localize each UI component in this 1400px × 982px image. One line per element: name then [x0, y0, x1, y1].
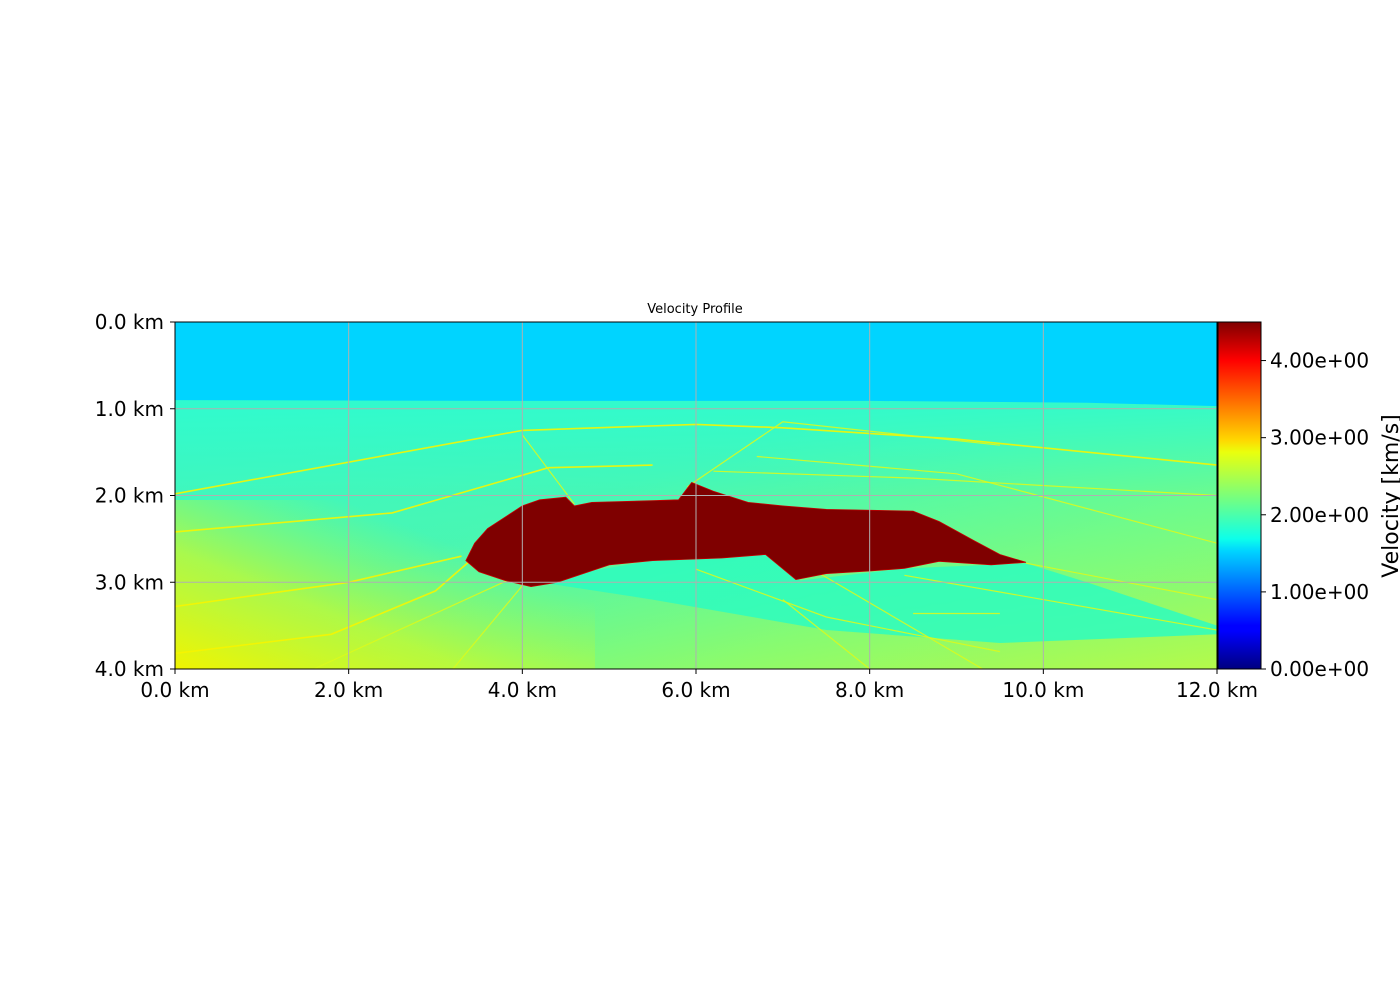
x-tick-label: 12.0 km — [1176, 678, 1258, 702]
fault-line — [1025, 562, 1217, 601]
x-axis: 0.0 km 2.0 km 4.0 km 6.0 km 8.0 km 10.0 km 12.… — [140, 669, 1258, 702]
fault-line — [713, 470, 1217, 497]
plot-area — [175, 322, 1217, 669]
colorbar: 0.00e+00 1.00e+00 2.00e+00 3.00e+00 4.00e+00… — [1217, 321, 1400, 681]
colorbar-ticks: 0.00e+00 1.00e+00 2.00e+00 3.00e+00 4.00e+00 — [1261, 349, 1369, 681]
fault-line — [175, 559, 471, 655]
slow-wedge — [539, 554, 1217, 643]
colorbar-tick-label: 4.00e+00 — [1270, 349, 1369, 373]
chart-title: Velocity Profile — [647, 302, 743, 317]
x-tick-label: 2.0 km — [314, 678, 383, 702]
y-tick-label: 3.0 km — [95, 570, 164, 594]
x-tick-label: 10.0 km — [1002, 678, 1084, 702]
fault-line — [782, 599, 871, 669]
fault-line — [452, 574, 532, 669]
fault-line — [521, 434, 575, 505]
fault-line — [695, 568, 1001, 653]
y-axis: 0.0 km 1.0 km 2.0 km 3.0 km 4.0 km — [95, 310, 175, 681]
x-tick-label: 6.0 km — [661, 678, 730, 702]
x-tick-label: 0.0 km — [140, 678, 209, 702]
y-tick-label: 0.0 km — [95, 310, 164, 334]
colorbar-tick-label: 0.00e+00 — [1270, 657, 1369, 681]
fault-line — [175, 423, 1217, 495]
fault-line — [904, 574, 1217, 631]
fault-line — [756, 455, 1217, 544]
colorbar-tick-label: 3.00e+00 — [1270, 426, 1369, 450]
grid — [175, 322, 1217, 669]
y-tick-label: 4.0 km — [95, 657, 164, 681]
colorbar-tick-label: 1.00e+00 — [1270, 580, 1369, 604]
y-tick-label: 2.0 km — [95, 484, 164, 508]
x-tick-label: 4.0 km — [488, 678, 557, 702]
salt-body — [465, 482, 1027, 588]
slow-wedge-layer — [539, 554, 1217, 643]
colorbar-gradient — [1217, 321, 1262, 670]
fault-line — [686, 421, 1000, 488]
salt-body-layer — [465, 482, 1027, 588]
x-tick-label: 8.0 km — [835, 678, 904, 702]
colorbar-tick-label: 2.00e+00 — [1270, 503, 1369, 527]
y-tick-label: 1.0 km — [95, 397, 164, 421]
fault-line — [175, 464, 653, 533]
colorbar-label: Velocity [km/s] — [1379, 414, 1400, 578]
